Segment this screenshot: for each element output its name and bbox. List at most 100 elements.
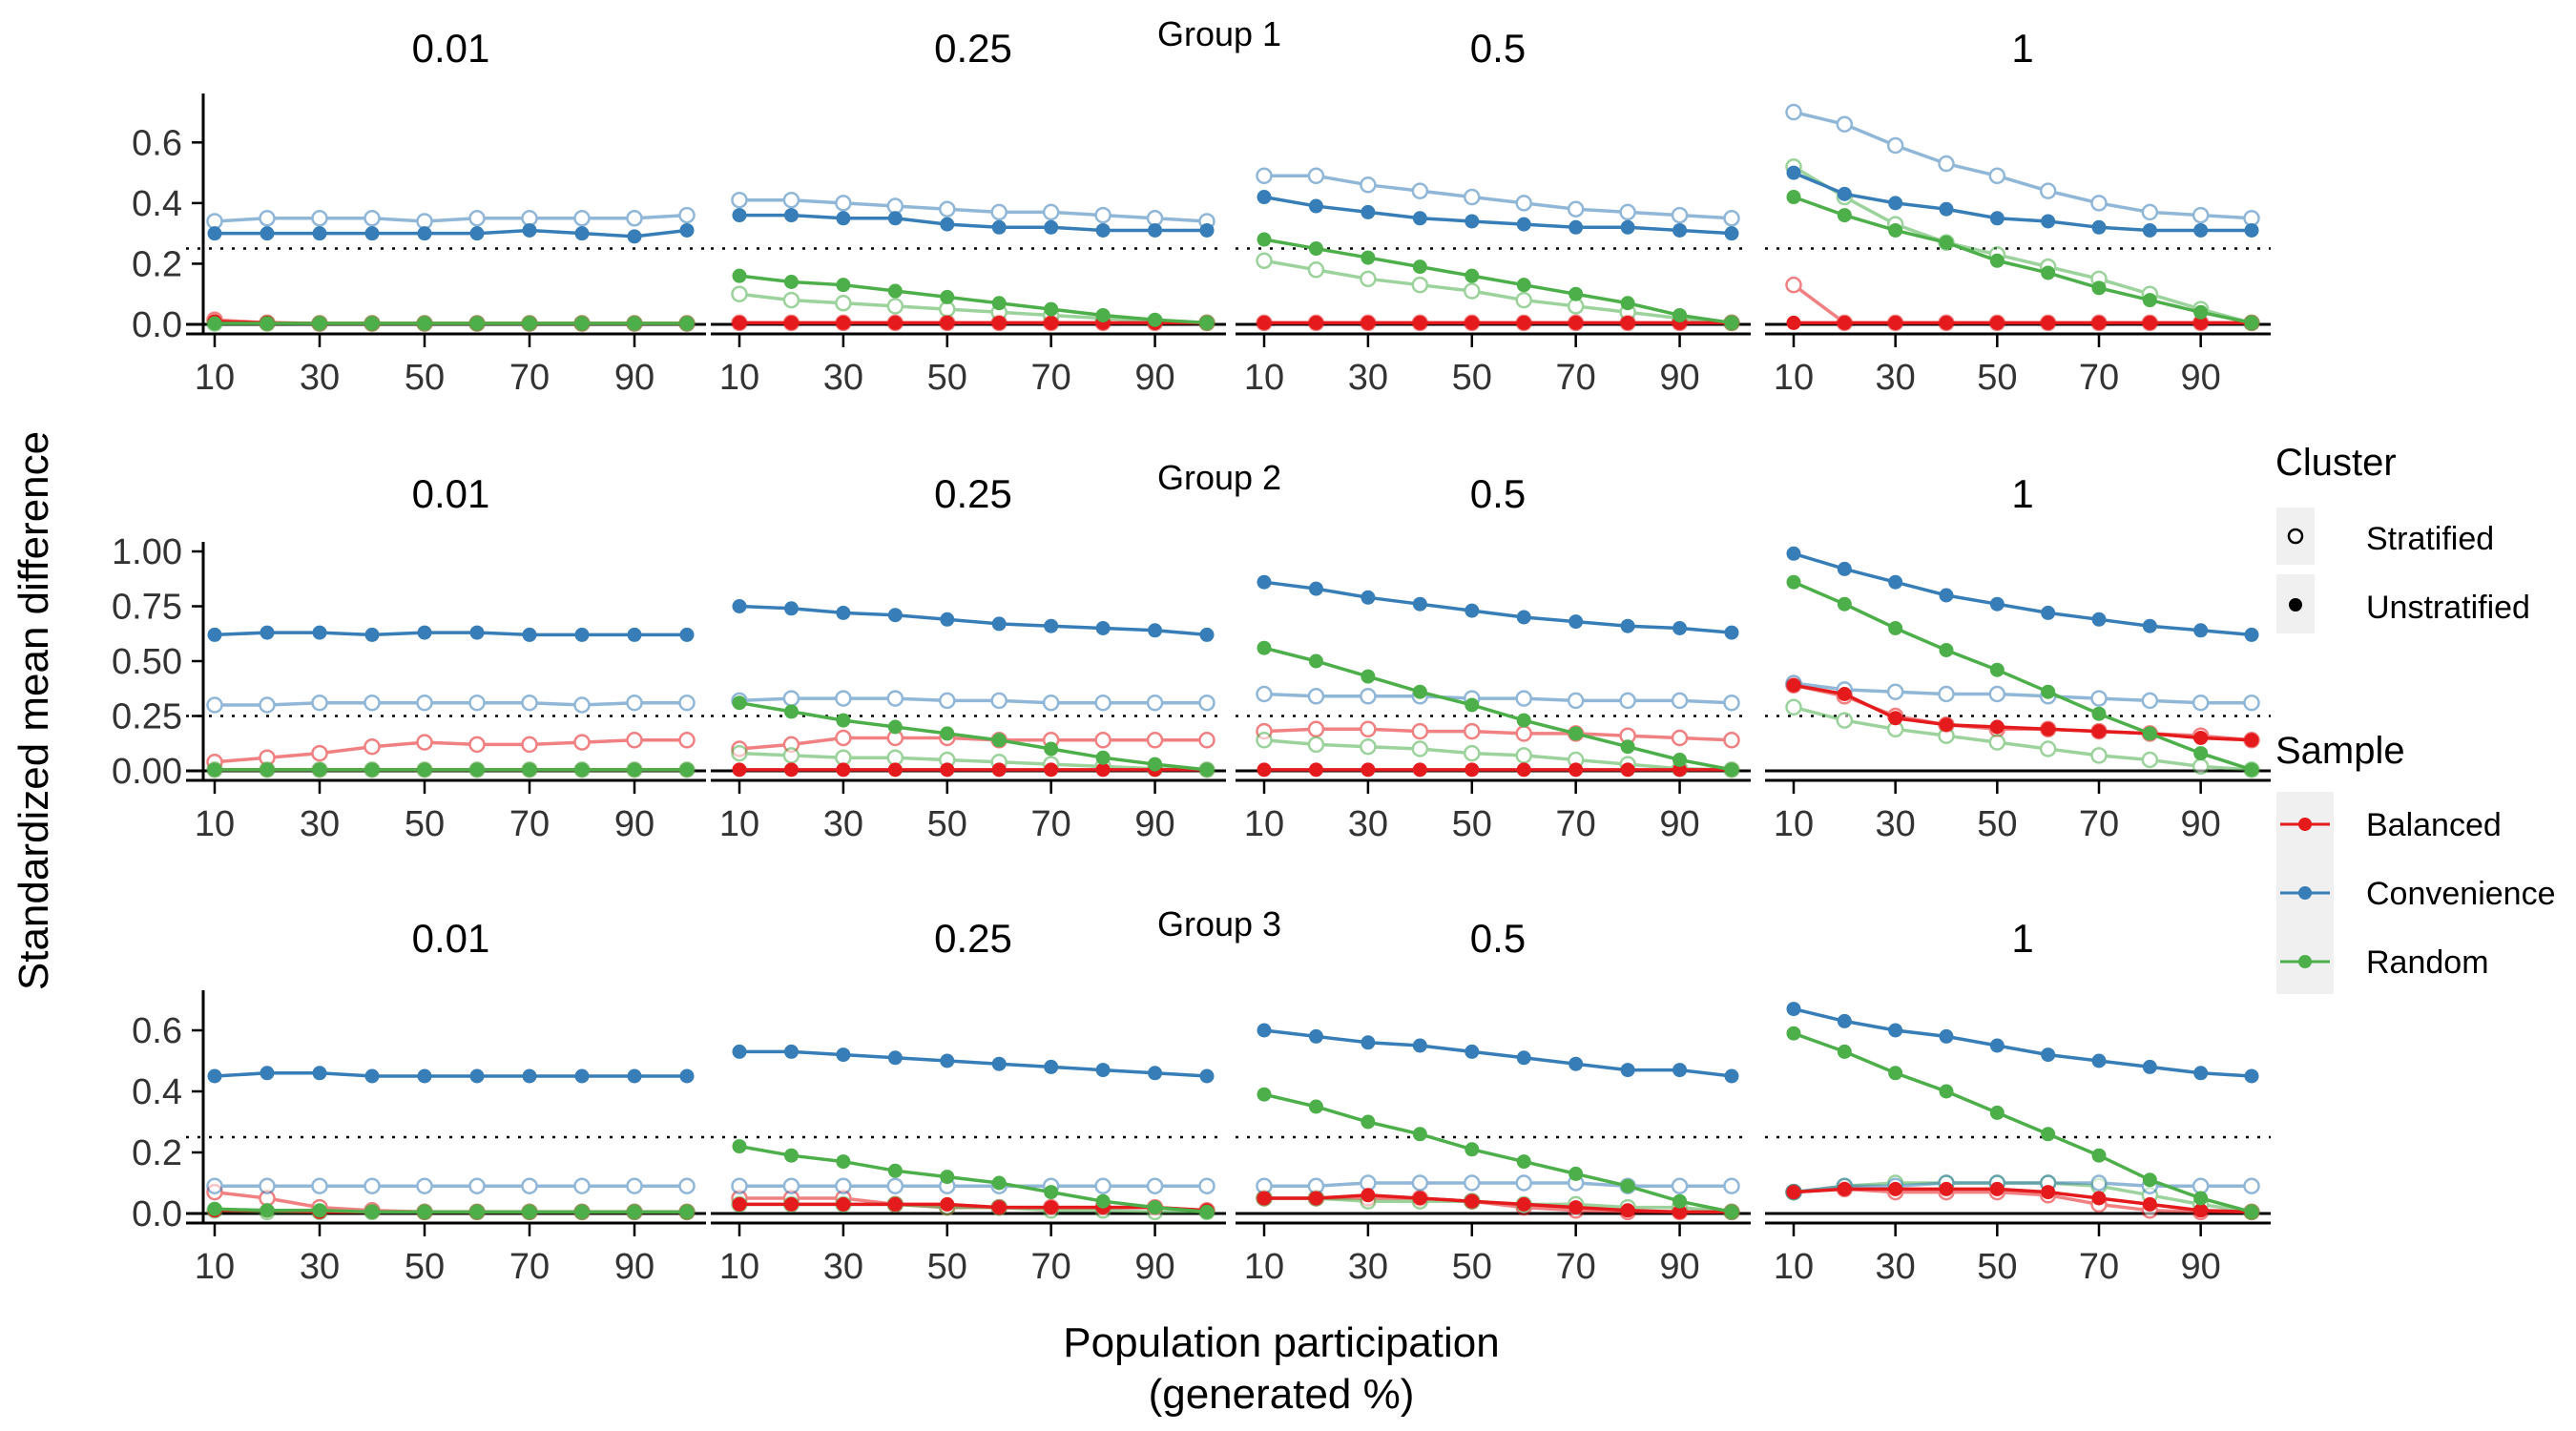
data-point	[207, 762, 222, 778]
data-point	[1308, 1028, 1323, 1044]
panel-3-2: 0.25 10 30 50 70 90	[711, 916, 1226, 1287]
data-point	[469, 1068, 485, 1084]
legend-stratified-label: Stratified	[2366, 521, 2494, 557]
data-point	[260, 1203, 275, 1218]
data-point	[1672, 762, 1688, 778]
data-point	[1516, 315, 1531, 330]
data-point	[1786, 1026, 1801, 1041]
data-point	[782, 747, 800, 764]
data-point	[1671, 206, 1689, 224]
data-point	[416, 694, 433, 712]
data-point	[1199, 762, 1215, 778]
data-point	[783, 315, 799, 330]
data-point	[627, 1204, 642, 1219]
panel-2-3: 0.5 10 30 50 70 90	[1236, 471, 1751, 844]
data-point	[1516, 1196, 1531, 1212]
data-point	[1308, 762, 1323, 778]
data-point	[1515, 690, 1532, 707]
legend: Cluster Stratified Unstratified Sample B…	[2275, 442, 2555, 994]
legend-unstratified-label: Unstratified	[2366, 590, 2530, 626]
data-point	[1360, 720, 1377, 738]
x-tick-label: 90	[2181, 804, 2221, 844]
series-convenience-unstratified	[732, 599, 1215, 642]
data-point	[991, 296, 1007, 311]
data-point	[469, 1204, 485, 1219]
series-balanced-unstratified	[732, 762, 1215, 778]
data-point	[1095, 750, 1111, 765]
data-point	[311, 1177, 328, 1194]
data-point	[1257, 574, 1272, 590]
data-point	[417, 1204, 432, 1219]
data-point	[887, 762, 903, 778]
panel-1-3: 0.5 10 30 50 70 90	[1236, 26, 1751, 398]
series-line	[1263, 1092, 1733, 1214]
series-random-unstratified	[732, 695, 1215, 778]
panel-title: 1	[2011, 471, 2033, 516]
data-point	[2193, 304, 2209, 320]
data-point	[364, 226, 380, 241]
data-point	[2193, 1191, 2209, 1206]
data-point	[1411, 740, 1429, 757]
data-point	[940, 315, 955, 330]
data-point	[732, 695, 747, 711]
data-point	[940, 762, 955, 778]
data-point	[521, 694, 538, 712]
series-line	[1264, 1181, 1732, 1188]
data-point	[1939, 315, 1954, 330]
data-point	[574, 226, 590, 241]
data-point	[1307, 167, 1325, 185]
x-tick-label: 70	[1556, 1247, 1596, 1287]
data-point	[364, 627, 380, 642]
data-point	[1723, 210, 1740, 227]
data-point	[1988, 685, 2006, 703]
data-point	[417, 625, 432, 640]
data-point	[1148, 757, 1163, 772]
data-point	[1888, 1181, 1903, 1196]
data-point	[2041, 265, 2056, 280]
data-point	[2141, 751, 2159, 769]
data-point	[887, 1163, 903, 1178]
data-point	[939, 692, 956, 710]
data-point	[2193, 746, 2209, 761]
series-random-unstratified	[207, 762, 695, 778]
x-tick-label: 30	[1348, 1247, 1388, 1287]
series-balanced-stratified	[206, 732, 696, 771]
data-point	[732, 599, 747, 613]
data-point	[1308, 1191, 1323, 1206]
data-point	[573, 696, 591, 714]
series-line	[1793, 1181, 2252, 1194]
data-point	[1888, 621, 1903, 635]
data-point	[836, 605, 851, 620]
data-point	[1199, 315, 1215, 330]
data-point	[1256, 252, 1273, 270]
data-point	[417, 226, 432, 241]
data-point	[1465, 315, 1480, 330]
data-point	[1620, 315, 1635, 330]
series-convenience-unstratified	[207, 222, 695, 244]
x-tick-label: 90	[1659, 1247, 1699, 1287]
data-point	[1888, 1066, 1903, 1081]
y-tick-label: 0.0	[132, 305, 182, 345]
data-point	[206, 696, 223, 714]
data-point	[1465, 214, 1480, 229]
data-point	[468, 694, 486, 712]
data-point	[2142, 618, 2157, 633]
data-point	[1786, 574, 1801, 590]
data-point	[1360, 1174, 1377, 1192]
data-point	[678, 732, 696, 749]
x-tick-label: 90	[1659, 804, 1699, 844]
data-point	[1308, 581, 1323, 596]
series-line	[1263, 646, 1733, 772]
series-convenience-stratified	[1256, 1174, 1740, 1194]
y-tick-label: 0.6	[132, 1011, 182, 1051]
data-point	[991, 616, 1007, 632]
data-point	[1785, 698, 1802, 716]
data-point	[1724, 1068, 1739, 1084]
data-point	[364, 1204, 380, 1219]
data-point	[2091, 315, 2107, 330]
series-line	[1793, 1187, 2253, 1214]
data-point	[1360, 737, 1377, 756]
data-point	[1515, 195, 1532, 212]
data-point	[574, 1204, 590, 1219]
series-convenience-unstratified	[207, 625, 695, 642]
